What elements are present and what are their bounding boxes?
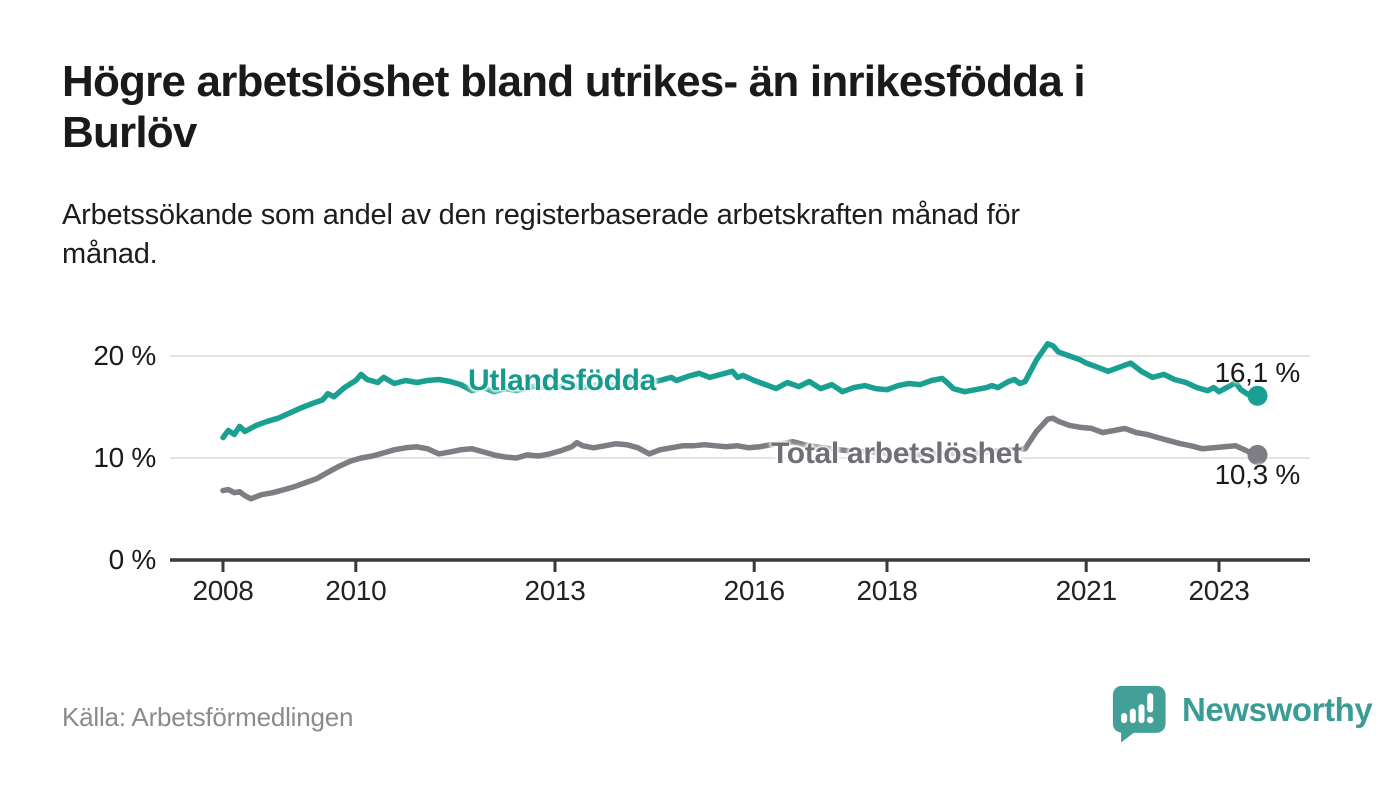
- logo-exclamation-stem: [1147, 693, 1154, 713]
- y-tick-label: 10 %: [93, 442, 156, 473]
- logo-exclamation-dot: [1146, 716, 1154, 724]
- x-tick-label: 2018: [856, 575, 918, 606]
- newsworthy-logo: Newsworthy: [1110, 683, 1373, 743]
- x-tick-label: 2008: [192, 575, 254, 606]
- x-tick-label: 2013: [524, 575, 586, 606]
- series-label-utlandsfodda: Utlandsfödda: [468, 364, 657, 397]
- newsworthy-logo-icon: [1112, 685, 1166, 743]
- x-tick-label: 2023: [1188, 575, 1250, 606]
- series-end-dot: [1247, 444, 1268, 465]
- page-subtitle: Arbetssökande som andel av den registerb…: [62, 199, 1020, 271]
- x-tick-label: 2016: [723, 575, 785, 606]
- end-value-label-total: 10,3 %: [1214, 459, 1301, 490]
- logo-bar-3: [1138, 704, 1145, 724]
- y-tick-label: 20 %: [93, 340, 156, 371]
- series-line: [220, 415, 1261, 502]
- logo-bar-2: [1129, 708, 1136, 724]
- logo-bar-1: [1121, 713, 1128, 724]
- x-tick-label: 2021: [1055, 575, 1117, 606]
- series-label-total-arbetsloshet: Total arbetslöshet: [771, 437, 1022, 470]
- newsworthy-wordmark: Newsworthy: [1182, 691, 1373, 728]
- source-note: Källa: Arbetsförmedlingen: [62, 702, 354, 732]
- x-tick-label: 2010: [325, 575, 387, 606]
- series-line: [220, 341, 1261, 441]
- series-end-dot: [1247, 385, 1268, 406]
- page-title: Högre arbetslöshet bland utrikes- än inr…: [62, 57, 1086, 158]
- y-tick-label: 0 %: [108, 544, 157, 575]
- end-value-label-utlandsfodda: 16,1 %: [1214, 357, 1301, 388]
